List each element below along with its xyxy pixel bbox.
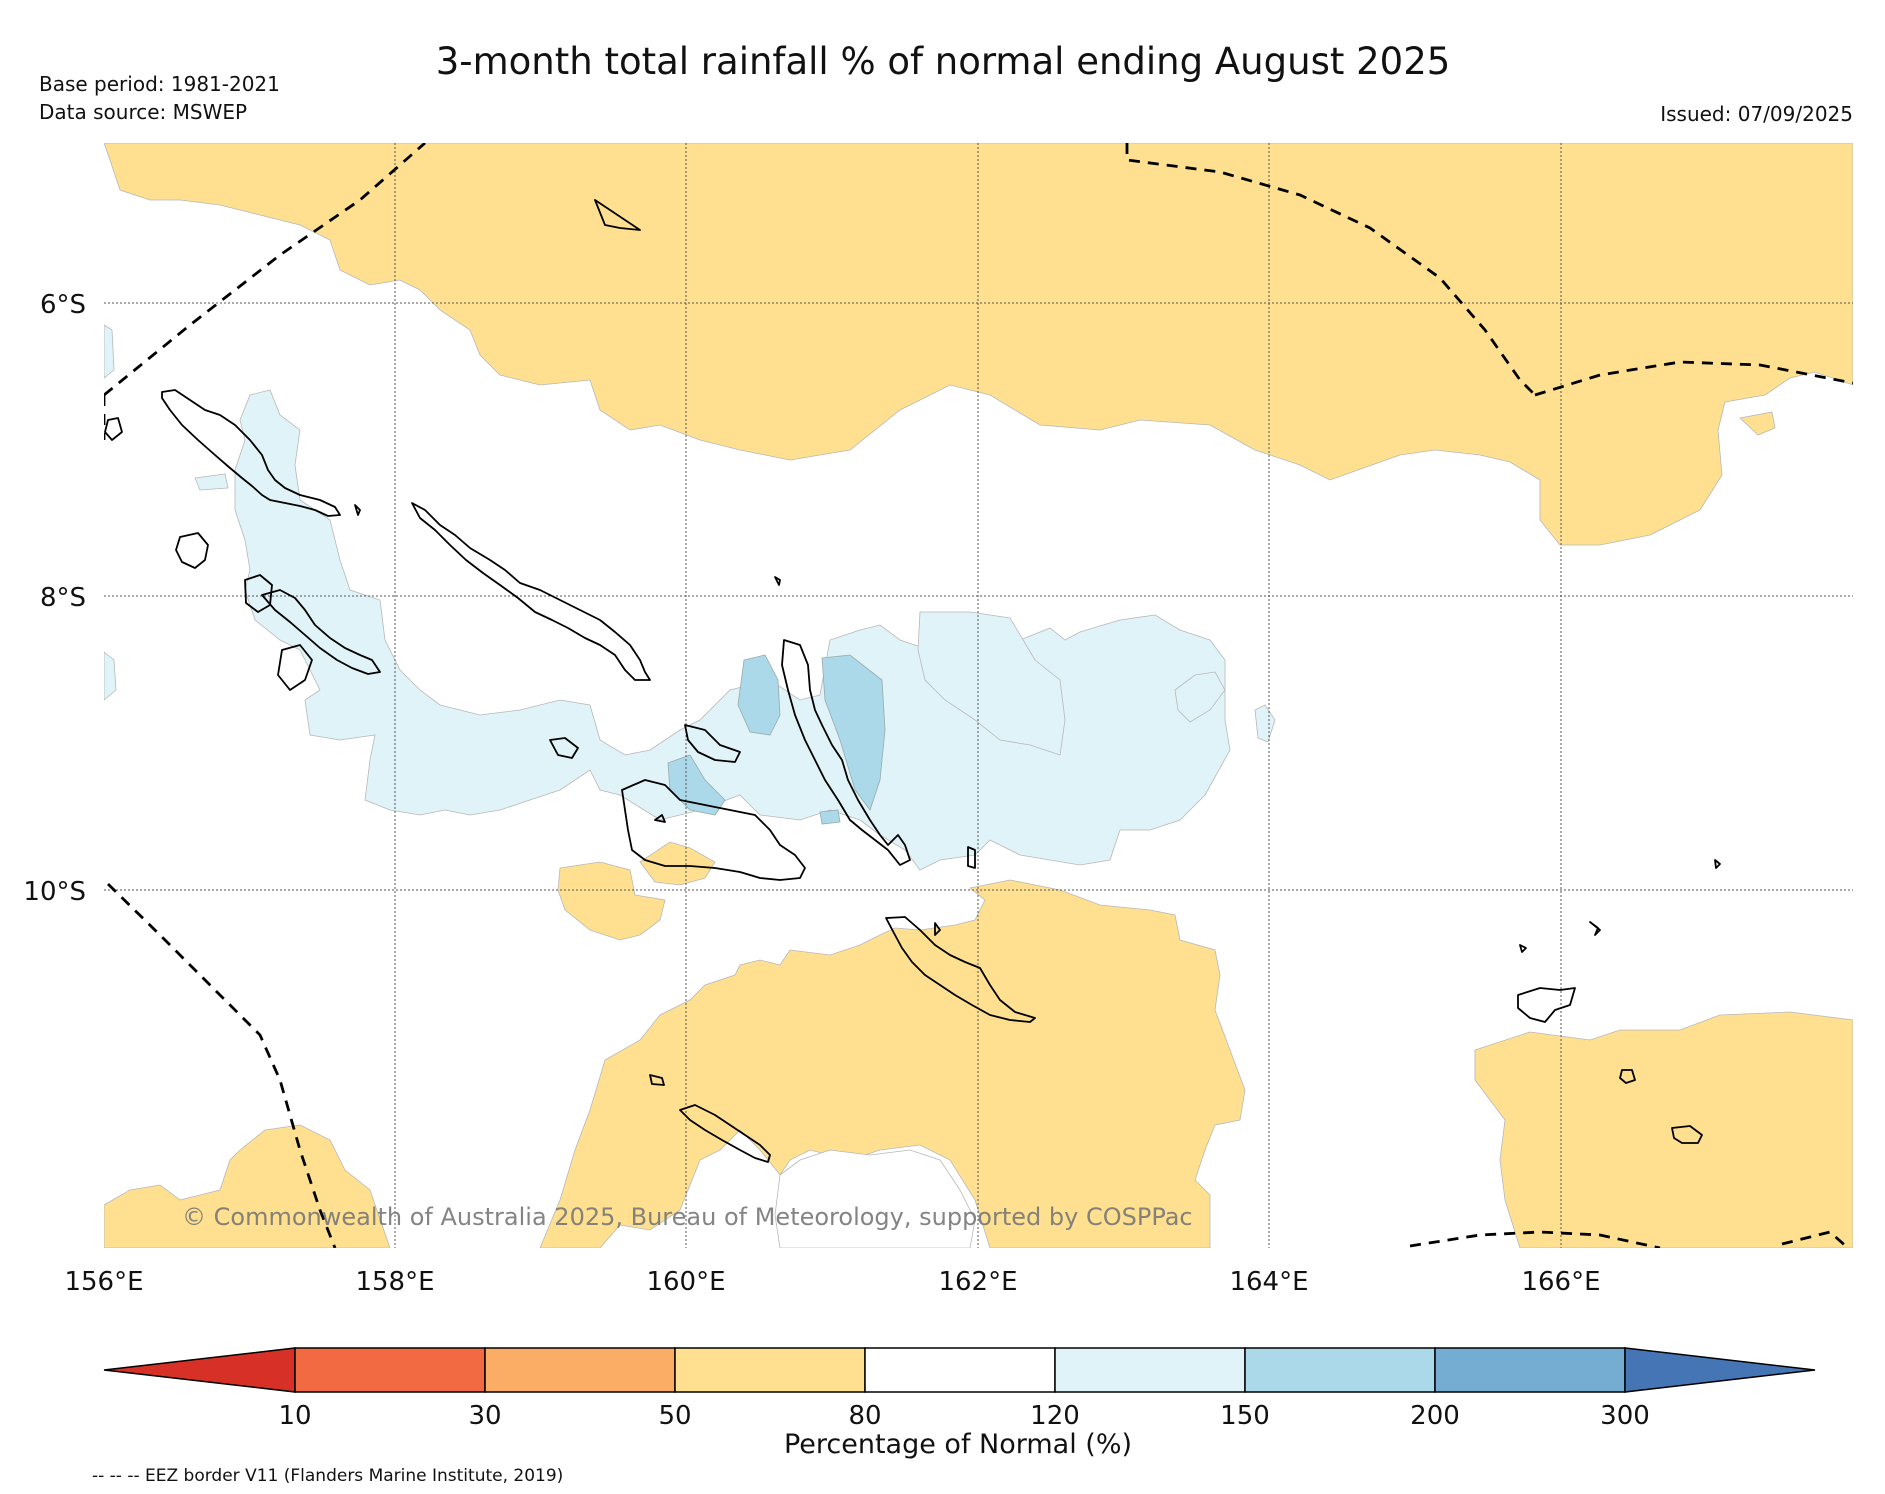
colorbar-tick-80: 80 — [848, 1401, 881, 1431]
coastline-bougainville — [161, 389, 341, 517]
below-normal-region-southwest — [104, 1124, 391, 1248]
coastline-islet-b — [1519, 944, 1527, 953]
lat-label-8s: 8°S — [40, 583, 86, 613]
coastline-malaita — [885, 916, 1036, 1023]
below-normal-region-southeast — [1474, 1011, 1853, 1248]
colorbar-tick-200: 200 — [1410, 1401, 1460, 1431]
normal-gap-south-bay — [774, 1149, 976, 1248]
above-normal-region-east — [917, 611, 1066, 756]
above-normal-region-east-dot — [1254, 704, 1276, 743]
colorbar-tick-30: 30 — [468, 1401, 501, 1431]
colorbar-bin-150-200 — [1244, 1347, 1436, 1393]
map-panel: © Commonwealth of Australia 2025, Bureau… — [104, 143, 1853, 1248]
lat-label-6s: 6°S — [40, 290, 86, 320]
colorbar-tick-150: 150 — [1220, 1401, 1270, 1431]
above-normal-150-region-a — [737, 654, 781, 736]
colorbar-bin-120-150 — [1054, 1347, 1246, 1393]
coastline-islet-g — [654, 814, 666, 823]
above-normal-150-region-b — [821, 654, 886, 811]
colorbar-bin-200-300 — [1434, 1347, 1626, 1393]
coastline-guadalcanal — [621, 779, 806, 881]
eez-border-southwest — [107, 883, 337, 1248]
coastline-makira — [679, 1104, 771, 1163]
coastline-russell-islands — [549, 737, 579, 759]
eez-border-south-arc — [1409, 1230, 1661, 1248]
coastline-santa-isabel — [781, 639, 911, 866]
coastline-choiseul — [411, 502, 651, 681]
coastline-rennell — [649, 1074, 665, 1086]
eez-border-northwest — [104, 143, 426, 397]
colorbar-bin-10-30 — [294, 1347, 486, 1393]
eez-border-east — [1534, 360, 1853, 397]
colorbar-bin-30-50 — [484, 1347, 676, 1393]
coastline-santa-cruz-ndeni — [1517, 987, 1576, 1023]
copyright-watermark: © Commonwealth of Australia 2025, Bureau… — [182, 1203, 1193, 1231]
coastline-duff — [1714, 859, 1721, 869]
above-normal-region-west-edge-2 — [104, 651, 117, 701]
coastlines — [104, 199, 1721, 1163]
figure-title: 3-month total rainfall % of normal endin… — [436, 40, 1451, 83]
coastline-islet-f — [934, 922, 941, 936]
above-normal-region-east-small — [1174, 671, 1226, 723]
coastline-florida-islands — [684, 724, 741, 763]
below-normal-region-small-lobe — [639, 841, 716, 886]
base-period-label: Base period: 1981-2021 — [39, 72, 280, 96]
colorbar-tick-300: 300 — [1600, 1401, 1650, 1431]
coastline-rendova — [277, 644, 313, 691]
colorbar-over-triangle — [1624, 1347, 1816, 1393]
lat-label-10s: 10°S — [23, 877, 86, 907]
above-normal-region-islet — [194, 473, 229, 491]
eez-legend-note: -- -- -- EEZ border V11 (Flanders Marine… — [92, 1466, 563, 1486]
colorbar-bin-50-80 — [674, 1347, 866, 1393]
below-normal-region-west-bay — [557, 861, 666, 941]
colorbar: 10 30 50 80 120 150 200 300 Percentage o… — [103, 1347, 1816, 1460]
below-normal-region-northeast-lobe — [1739, 411, 1776, 436]
lon-label-166e: 166°E — [1521, 1267, 1600, 1297]
lon-label-162e: 162°E — [938, 1267, 1017, 1297]
lon-label-158e: 158°E — [355, 1267, 434, 1297]
lon-label-164e: 164°E — [1229, 1267, 1308, 1297]
coastline-islet-c — [774, 576, 781, 586]
coastline-vella-lavella — [175, 532, 209, 569]
coastline-vanikoro — [1671, 1125, 1703, 1144]
colorbar-under-triangle — [103, 1347, 296, 1393]
colorbar-bin-80-120 — [864, 1347, 1056, 1393]
eez-borders — [104, 143, 1853, 1248]
colorbar-tick-50: 50 — [658, 1401, 691, 1431]
data-source-label: Data source: MSWEP — [39, 100, 247, 124]
coastline-reef-islands — [1589, 921, 1601, 936]
eez-border-northeast-arc — [1125, 143, 1536, 396]
colorbar-title: Percentage of Normal (%) — [784, 1429, 1132, 1460]
map-gridlines — [104, 143, 1853, 1248]
issued-date-label: Issued: 07/09/2025 — [1660, 102, 1853, 126]
colorbar-tick-10: 10 — [278, 1401, 311, 1431]
coastline-utupua — [1619, 1069, 1636, 1084]
coastline-islet-d — [354, 504, 361, 516]
eez-border-southeast — [1781, 1230, 1849, 1248]
lon-label-160e: 160°E — [646, 1267, 725, 1297]
coastline-islet-e — [594, 199, 641, 231]
below-normal-region-central-south — [539, 879, 1246, 1248]
colorbar-tick-120: 120 — [1030, 1401, 1080, 1431]
above-normal-region-central — [234, 389, 1231, 871]
coastline-ulawa — [967, 846, 976, 869]
above-normal-region-west-edge — [104, 324, 115, 379]
coastline-kolombangara — [244, 574, 273, 613]
coastline-new-georgia — [261, 589, 381, 675]
coastline-shortland — [104, 417, 123, 441]
above-normal-150-region-d — [819, 809, 841, 825]
lon-label-156e: 156°E — [64, 1267, 143, 1297]
